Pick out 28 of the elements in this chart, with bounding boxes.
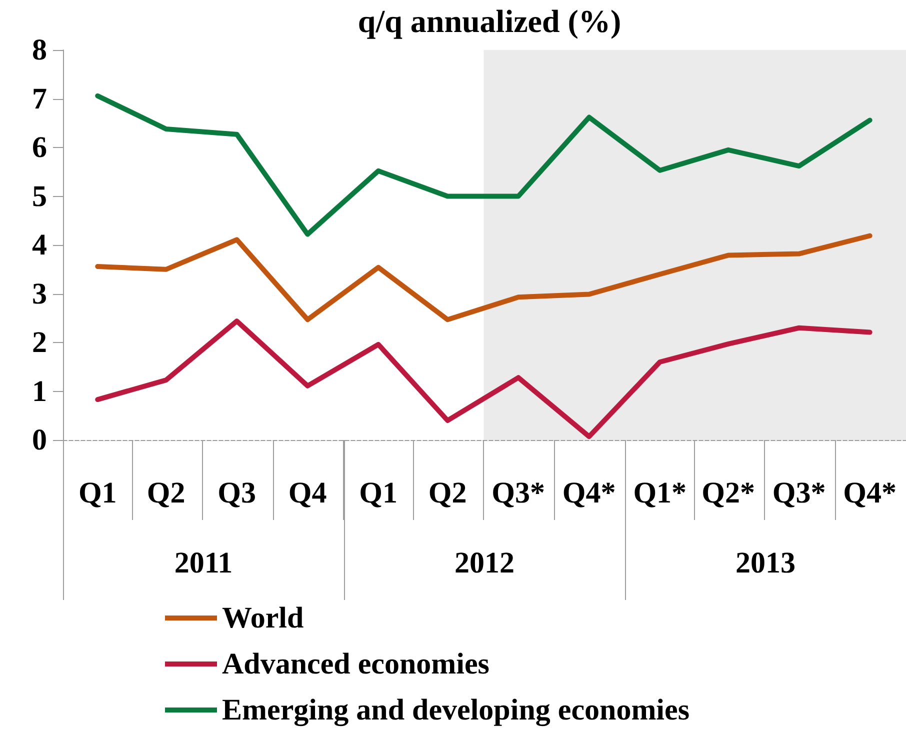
legend-label: Advanced economies	[222, 648, 490, 680]
text: 2011	[174, 546, 233, 580]
y-tick-label: 2	[32, 326, 47, 359]
x-tick-label: Q2*	[702, 476, 755, 510]
x-tick-label: Q3*	[772, 476, 826, 510]
x-tick-label: Q1	[78, 476, 117, 510]
y-tick-label: 0	[32, 424, 47, 456]
x-tick-label: Q4*	[843, 476, 897, 510]
y-tick-label: 1	[32, 374, 47, 408]
text: 2012	[454, 546, 514, 580]
text: 2013	[736, 546, 796, 580]
x-tick-label: Q4	[288, 476, 327, 510]
legend-label: World	[222, 602, 304, 634]
x-tick-label: Q4*	[562, 476, 616, 510]
y-tick-label: 4	[32, 228, 47, 262]
x-tick-label: Q2	[428, 476, 467, 510]
y-tick-label: 3	[32, 277, 47, 310]
y-tick-label: 6	[32, 131, 47, 164]
x-tick-label: Q1*	[633, 476, 687, 510]
legend-label: Emerging and developing economies	[222, 694, 690, 726]
x-tick-label: Q3	[218, 476, 256, 510]
x-tick-label: Q2	[146, 476, 186, 510]
y-tick-label: 8	[32, 34, 47, 66]
y-tick-label: 7	[32, 82, 47, 116]
chart-title: q/q annualized (%)	[358, 3, 622, 39]
x-tick-label: Q3*	[492, 476, 546, 510]
y-tick-label: 5	[32, 180, 47, 213]
x-tick-label: Q1	[359, 476, 398, 510]
